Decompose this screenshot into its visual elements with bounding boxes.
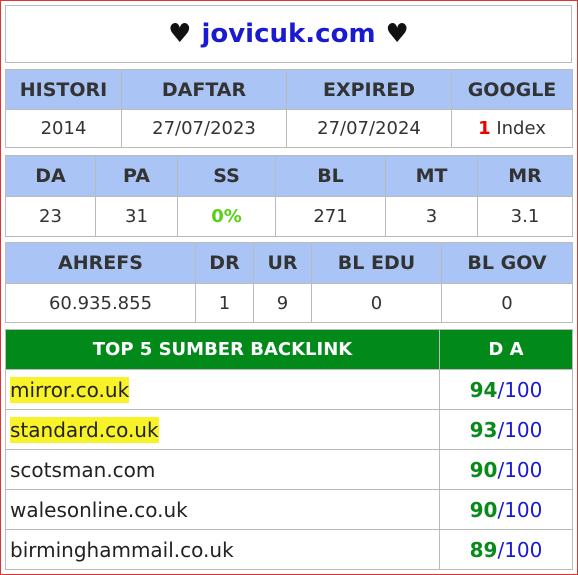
header-histori: HISTORI (5, 69, 122, 110)
header-ur: UR (253, 242, 312, 284)
backlink-da-value: 90 (469, 457, 498, 482)
ss-value: 0% (177, 196, 276, 237)
backlink-da-max: /100 (497, 417, 543, 442)
pa-value: 31 (95, 196, 178, 237)
bl-gov-value: 0 (441, 283, 573, 323)
mt-value: 3 (385, 196, 478, 237)
header-bl: BL (275, 155, 386, 197)
header-top-backlink: TOP 5 SUMBER BACKLINK (5, 329, 440, 370)
table-row: mirror.co.uk 94/100 (5, 369, 573, 410)
backlink-table: TOP 5 SUMBER BACKLINK D A mirror.co.uk 94… (5, 329, 573, 570)
header-google: GOOGLE (451, 69, 573, 110)
backlink-da-value: 93 (469, 417, 498, 442)
backlink-da-cell: 89/100 (439, 529, 573, 570)
ahrefs-value: 60.935.855 (5, 283, 196, 323)
ahrefs-table: AHREFS DR UR BL EDU BL GOV 60.935.855 1 … (5, 242, 573, 323)
google-index-label: Index (496, 118, 546, 139)
table-row: standard.co.uk 93/100 (5, 409, 573, 450)
header-pa: PA (95, 155, 178, 197)
table-row: scotsman.com 90/100 (5, 449, 573, 490)
backlink-site-cell: mirror.co.uk (5, 369, 440, 410)
backlink-da-value: 89 (469, 537, 498, 562)
metrics-table: DA PA SS BL MT MR 23 31 0% 271 3 3.1 (5, 155, 573, 237)
bl-edu-value: 0 (311, 283, 442, 323)
daftar-value: 27/07/2023 (121, 109, 287, 148)
backlink-site-cell: standard.co.uk (5, 409, 440, 450)
heart-icon: ♥ (385, 19, 409, 49)
backlink-da-max: /100 (497, 497, 543, 522)
google-index-count: 1 (478, 118, 491, 139)
mr-value: 3.1 (477, 196, 573, 237)
header-mt: MT (385, 155, 478, 197)
backlink-da-max: /100 (497, 457, 543, 482)
backlink-site-link[interactable]: mirror.co.uk (10, 376, 130, 403)
backlink-da-max: /100 (497, 377, 543, 402)
ur-value: 9 (253, 283, 312, 323)
da-value: 23 (5, 196, 96, 237)
backlink-site-cell: scotsman.com (5, 449, 440, 490)
expired-value: 27/07/2024 (286, 109, 452, 148)
header-daftar: DAFTAR (121, 69, 287, 110)
header-expired: EXPIRED (286, 69, 452, 110)
heart-icon: ♥ (168, 19, 192, 49)
header-bl-gov: BL GOV (441, 242, 573, 284)
header-ss: SS (177, 155, 276, 197)
backlink-site-cell: walesonline.co.uk (5, 489, 440, 530)
header-ahrefs: AHREFS (5, 242, 196, 284)
backlink-da-cell: 93/100 (439, 409, 573, 450)
header-backlink-da: D A (439, 329, 573, 370)
histori-value: 2014 (5, 109, 122, 148)
backlink-site-cell: birminghammail.co.uk (5, 529, 440, 570)
backlink-site-link[interactable]: scotsman.com (10, 457, 156, 482)
backlink-site-link[interactable]: birminghammail.co.uk (10, 537, 234, 562)
bl-value: 271 (275, 196, 386, 237)
domain-title: ♥ jovicuk.com ♥ (5, 5, 572, 63)
backlink-da-cell: 90/100 (439, 489, 573, 530)
backlink-da-value: 90 (469, 497, 498, 522)
backlink-site-link[interactable]: standard.co.uk (10, 416, 159, 443)
dr-value: 1 (195, 283, 254, 323)
history-table: HISTORI DAFTAR EXPIRED GOOGLE 2014 27/07… (5, 69, 573, 148)
backlink-site-link[interactable]: walesonline.co.uk (10, 497, 188, 522)
table-row: birminghammail.co.uk 89/100 (5, 529, 573, 570)
backlink-da-cell: 94/100 (439, 369, 573, 410)
header-bl-edu: BL EDU (311, 242, 442, 284)
domain-name[interactable]: jovicuk.com (201, 19, 376, 49)
header-mr: MR (477, 155, 573, 197)
backlink-da-value: 94 (469, 377, 498, 402)
backlink-da-cell: 90/100 (439, 449, 573, 490)
header-dr: DR (195, 242, 254, 284)
table-row: walesonline.co.uk 90/100 (5, 489, 573, 530)
header-da: DA (5, 155, 96, 197)
google-index-cell: 1 Index (451, 109, 573, 148)
backlink-da-max: /100 (497, 537, 543, 562)
